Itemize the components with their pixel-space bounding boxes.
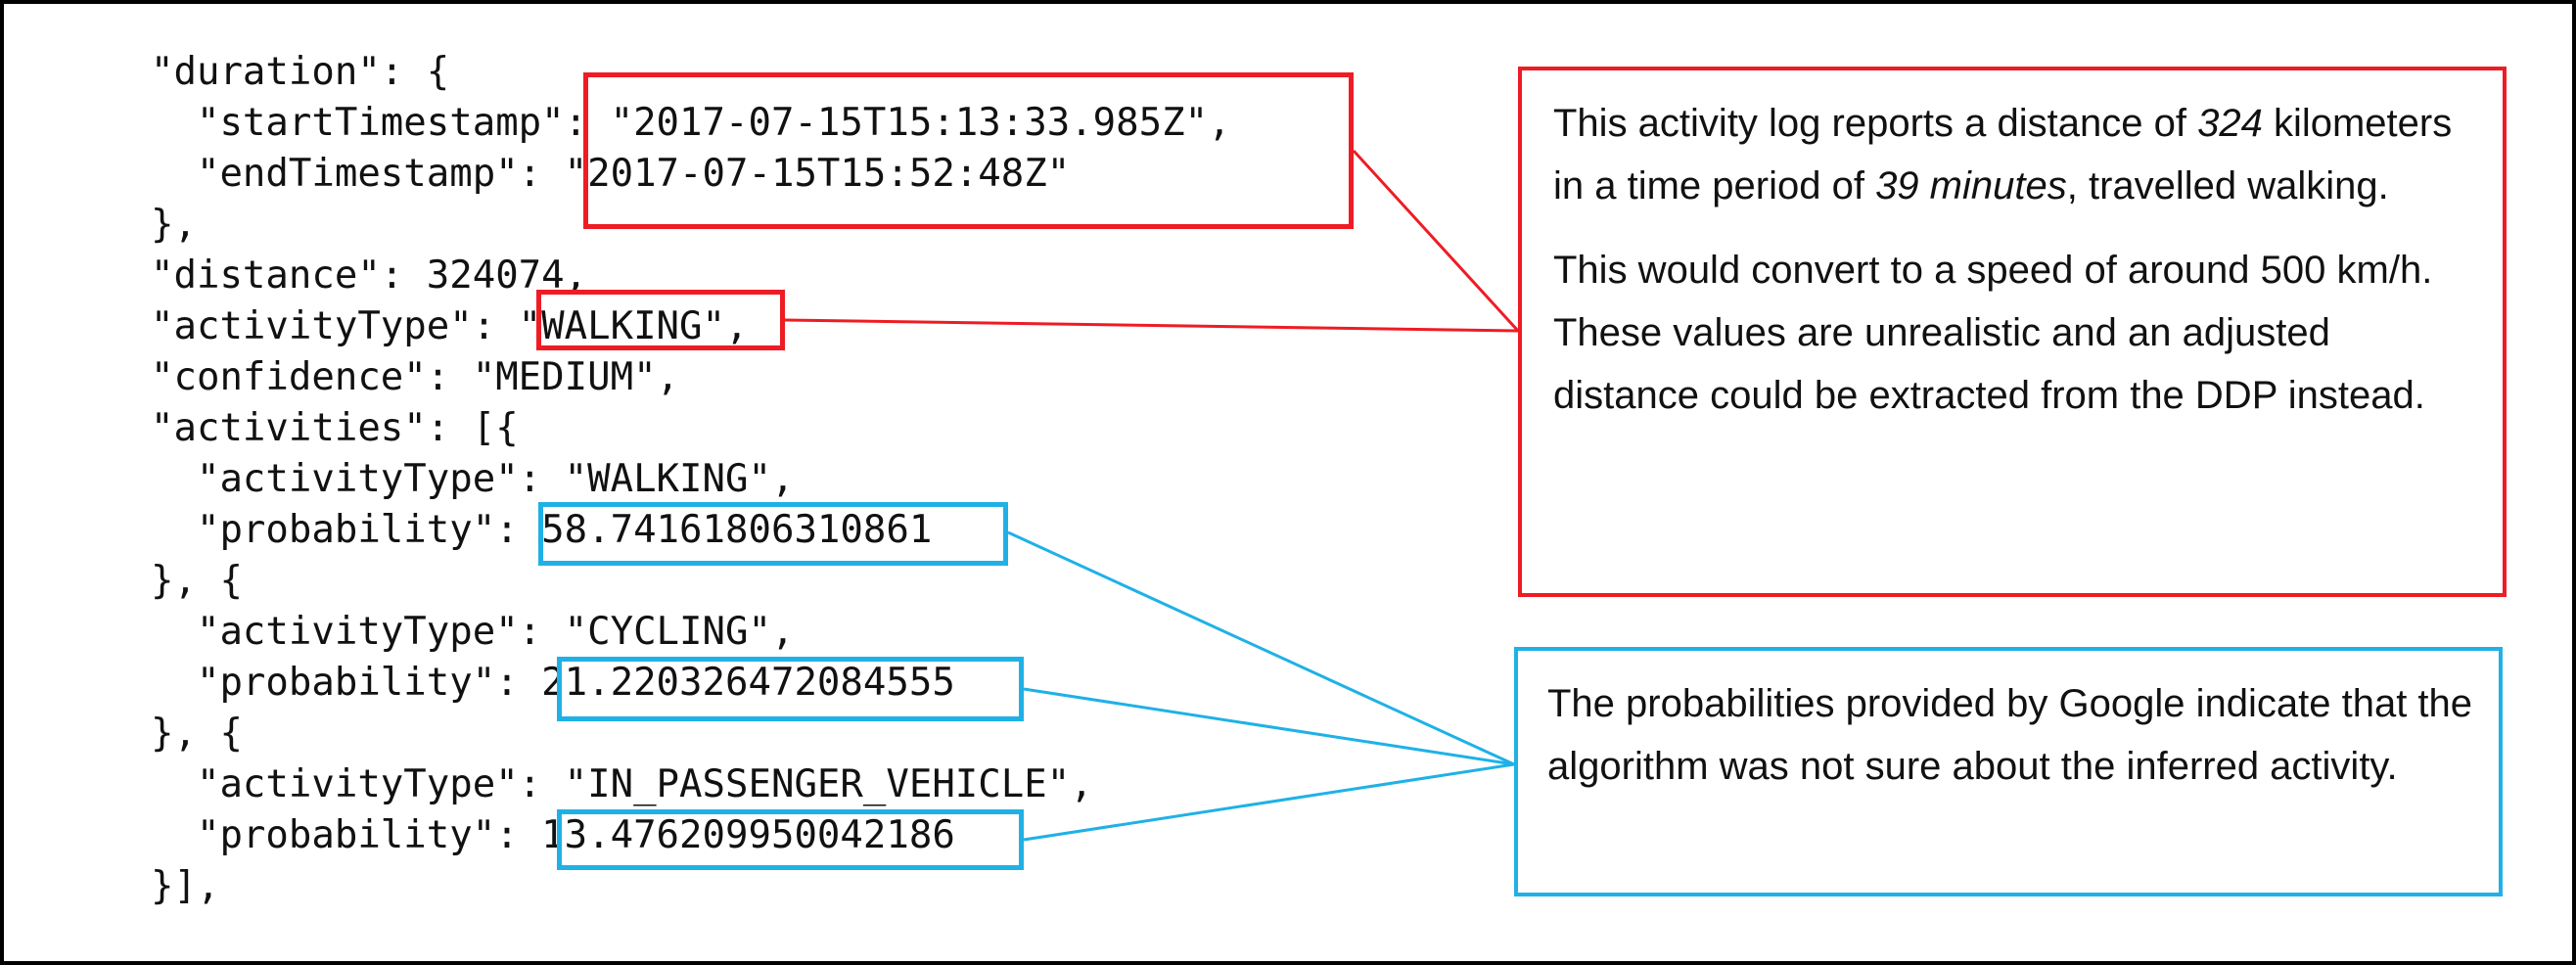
- code-line: "startTimestamp": "2017-07-15T15:13:33.9…: [151, 101, 1231, 145]
- code-line: "endTimestamp": "2017-07-15T15:52:48Z": [151, 152, 1071, 196]
- code-line: "confidence": "MEDIUM",: [151, 355, 680, 399]
- code-line: "probability": 13.476209950042186: [151, 813, 955, 857]
- code-line: "probability": 58.74161806310861: [151, 508, 933, 552]
- code-line: "duration": {: [151, 50, 450, 94]
- code-line: }, {: [151, 712, 243, 756]
- blue-connector: [1023, 762, 1515, 842]
- code-line: "probability": 21.220326472084555: [151, 661, 955, 705]
- red-connector: [784, 318, 1519, 333]
- note-text: This activity log reports a distance of: [1553, 102, 2198, 145]
- code-line: "activityType": "WALKING",: [151, 304, 749, 348]
- note-text: , travelled walking.: [2066, 164, 2389, 207]
- activity-type-highlight: [536, 290, 785, 350]
- note-emphasis: 324: [2197, 102, 2263, 145]
- speed-note-paragraph: This would convert to a speed of around …: [1553, 249, 2433, 417]
- code-line: }],: [151, 864, 220, 908]
- blue-connector: [1007, 530, 1515, 766]
- code-line: "distance": 324074,: [151, 253, 588, 298]
- code-line: "activityType": "WALKING",: [151, 457, 795, 501]
- probability-note-paragraph: The probabilities provided by Google ind…: [1547, 682, 2473, 788]
- red-connector: [1352, 149, 1520, 333]
- timestamps-highlight: [583, 72, 1354, 229]
- code-line: "activityType": "IN_PASSENGER_VEHICLE",: [151, 762, 1093, 806]
- code-line: "activities": [{: [151, 406, 519, 450]
- walking-probability-highlight: [538, 502, 1008, 566]
- note-emphasis: 39 minutes: [1875, 164, 2067, 207]
- cycling-probability-highlight: [557, 657, 1024, 721]
- code-line: },: [151, 203, 197, 247]
- code-line: "activityType": "CYCLING",: [151, 610, 795, 654]
- distance-note: This activity log reports a distance of …: [1518, 67, 2507, 597]
- vehicle-probability-highlight: [557, 809, 1024, 870]
- code-line: }, {: [151, 559, 243, 603]
- blue-connector: [1023, 687, 1515, 766]
- distance-note-paragraph: This activity log reports a distance of …: [1553, 92, 2477, 217]
- probability-note: The probabilities provided by Google ind…: [1514, 647, 2503, 896]
- note-text: kilometers in a time period of: [1553, 102, 2453, 207]
